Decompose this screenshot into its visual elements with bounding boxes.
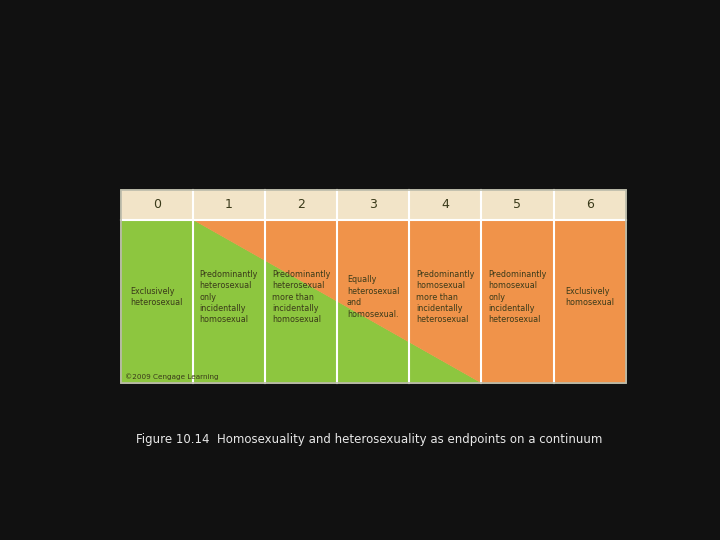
Text: 2: 2	[297, 198, 305, 211]
Text: 6: 6	[585, 198, 593, 211]
Text: 4: 4	[441, 198, 449, 211]
Text: Predominantly
heterosexual
more than
incidentally
homosexual: Predominantly heterosexual more than inc…	[272, 269, 330, 325]
Text: 0: 0	[153, 198, 161, 211]
Polygon shape	[193, 219, 626, 383]
Text: 5: 5	[513, 198, 521, 211]
Text: Exclusively
heterosexual: Exclusively heterosexual	[130, 287, 183, 307]
Text: 3: 3	[369, 198, 377, 211]
Text: Exclusively
homosexual: Exclusively homosexual	[565, 287, 614, 307]
Text: Equally
heterosexual
and
homosexual.: Equally heterosexual and homosexual.	[347, 275, 400, 319]
Text: ©2009 Cengage Learning: ©2009 Cengage Learning	[125, 373, 218, 380]
Text: Predominantly
homosexual
only
incidentally
heterosexual: Predominantly homosexual only incidental…	[488, 269, 546, 325]
Text: Predominantly
homosexual
more than
incidentally
heterosexual: Predominantly homosexual more than incid…	[416, 269, 474, 325]
FancyBboxPatch shape	[121, 190, 626, 383]
Text: 1: 1	[225, 198, 233, 211]
FancyBboxPatch shape	[121, 190, 626, 219]
Text: Figure 10.14  Homosexuality and heterosexuality as endpoints on a continuum: Figure 10.14 Homosexuality and heterosex…	[136, 433, 602, 446]
Text: Predominantly
heterosexual
only
incidentally
homosexual: Predominantly heterosexual only incident…	[199, 269, 258, 325]
Polygon shape	[121, 219, 482, 383]
